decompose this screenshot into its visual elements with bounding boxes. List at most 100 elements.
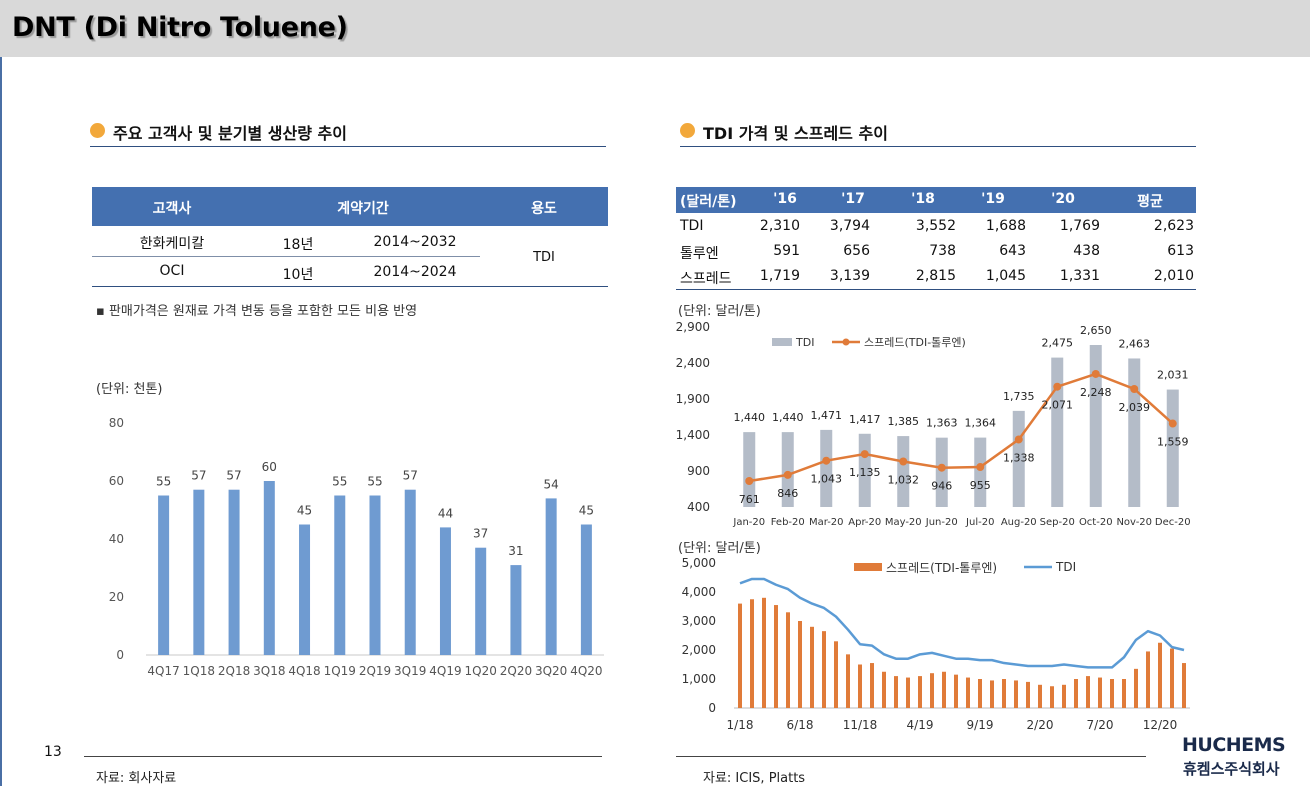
bar	[510, 565, 522, 655]
x-tick-label: 2Q20	[500, 664, 532, 678]
bar	[193, 489, 205, 655]
y-tick-label: 1,900	[676, 392, 710, 406]
spread-point	[860, 450, 869, 459]
bar	[158, 495, 170, 655]
th-contract-period: 계약기간	[337, 201, 389, 217]
spread-point	[1168, 419, 1177, 428]
x-tick-label: 11/18	[843, 718, 878, 732]
company-logo: HUCHEMS	[1182, 734, 1286, 756]
y-tick-label: 400	[687, 500, 710, 514]
bar-data-label: 44	[438, 506, 453, 520]
right-chart2-unit: (단위: 달러/톤)	[678, 541, 761, 556]
x-tick-label: 1Q19	[324, 664, 356, 678]
bar	[334, 495, 346, 655]
x-tick-label: 4/19	[907, 718, 934, 732]
legend-tdi-label: TDI	[795, 336, 814, 349]
tdi-bar-label: 1,440	[734, 411, 766, 424]
x-tick-label: 3Q18	[253, 664, 285, 678]
y-tick-label: 0	[708, 701, 716, 715]
price-table-bottom-line	[676, 289, 1196, 290]
price-note: ▪ 판매가격은 원재료 가격 변동 등을 포함한 모든 비용 반영	[96, 304, 418, 319]
legend-spread-swatch	[854, 563, 882, 571]
spread-bar	[1062, 684, 1066, 708]
company-logo-korean: 휴켐스주식회사	[1183, 760, 1280, 778]
spread-point	[783, 470, 792, 479]
spread-point-label: 946	[931, 480, 952, 493]
th-customer: 고객사	[152, 201, 192, 217]
tdi-bar-label: 1,471	[811, 409, 843, 422]
x-tick-label: Jan-20	[732, 517, 765, 528]
x-tick-label: Mar-20	[809, 517, 844, 528]
spread-bar	[810, 626, 814, 708]
row-divider	[92, 256, 480, 257]
tdi-bar	[1051, 357, 1064, 507]
monthly-tdi-spread-chart: 400 900 1,400 1,900 2,400 2,900 1,440 Jan-20 1,4…	[676, 320, 1191, 528]
spread-bar	[1038, 684, 1042, 708]
bar	[439, 527, 451, 655]
row2-period: 2014~2024	[373, 264, 457, 280]
price-th-3: '18	[911, 191, 935, 207]
x-tick-label: 4Q17	[147, 664, 179, 678]
left-source: 자료: 회사자료	[96, 771, 177, 786]
x-tick-label: 7/20	[1087, 718, 1114, 732]
spread-point-label: 2,248	[1080, 386, 1112, 399]
spread-point-label: 1,135	[849, 466, 881, 479]
price-cell: 2,815	[915, 268, 956, 284]
spread-bar	[990, 680, 994, 708]
x-tick-label: May-20	[885, 517, 922, 528]
left-footer-line	[84, 756, 602, 757]
tdi-bar-label: 2,031	[1157, 369, 1189, 382]
y-tick-label: 900	[687, 464, 710, 478]
tdi-bar	[743, 432, 756, 507]
price-th-1: '16	[773, 191, 797, 207]
spread-bar	[822, 631, 826, 708]
spread-line	[749, 372, 1174, 483]
row2-customer: OCI	[159, 263, 185, 279]
bar-data-label: 45	[297, 504, 312, 518]
bar-data-label: 57	[403, 469, 418, 483]
spread-point-label: 1,338	[1003, 451, 1035, 464]
tdi-bar	[1128, 358, 1141, 507]
spread-bar	[858, 664, 862, 708]
price-cell: 591	[773, 243, 800, 259]
spread-point-label: 1,559	[1157, 436, 1189, 449]
spread-point-label: 2,071	[1042, 399, 1074, 412]
row1-years: 18년	[282, 237, 314, 253]
page-title: DNT (Di Nitro Toluene)	[12, 12, 348, 43]
spread-bar	[894, 676, 898, 708]
price-cell: 613	[1167, 243, 1194, 259]
tdi-bar-label: 1,417	[849, 413, 881, 426]
spread-bar	[1182, 663, 1186, 708]
tdi-bar-label: 1,364	[965, 417, 997, 430]
row1-customer: 한화케미칼	[139, 236, 205, 252]
spread-bar	[870, 663, 874, 708]
spread-point	[976, 463, 985, 472]
spread-point-label: 846	[777, 487, 798, 500]
x-tick-label: Feb-20	[771, 517, 805, 528]
right-footer-line	[676, 756, 1146, 757]
bar-data-label: 31	[508, 544, 523, 558]
x-tick-label: Jul-20	[965, 517, 994, 528]
x-tick-label: 4Q19	[429, 664, 461, 678]
price-cell: 3,139	[829, 268, 870, 284]
bar-data-label: 54	[544, 477, 559, 491]
x-tick-label: 2Q19	[359, 664, 391, 678]
spread-point	[745, 477, 754, 486]
price-table-header	[676, 187, 1196, 213]
tdi-bar	[820, 429, 833, 507]
left-section-heading: 주요 고객사 및 분기별 생산량 추이	[113, 124, 347, 143]
price-cell: 1,045	[985, 268, 1026, 284]
spread-bar	[798, 621, 802, 708]
bullet-icon	[680, 123, 695, 138]
header-notch	[480, 226, 608, 236]
price-cell: 643	[999, 243, 1026, 259]
spread-bar	[1158, 642, 1162, 708]
left-accent-bar	[0, 57, 2, 786]
spread-point-label: 1,032	[888, 473, 920, 486]
bar-data-label: 60	[262, 460, 277, 474]
spread-point	[937, 463, 946, 472]
bar-data-label: 57	[226, 469, 241, 483]
price-th-2: '17	[841, 191, 865, 207]
bar-data-label: 37	[473, 527, 488, 541]
spread-bar	[846, 654, 850, 708]
